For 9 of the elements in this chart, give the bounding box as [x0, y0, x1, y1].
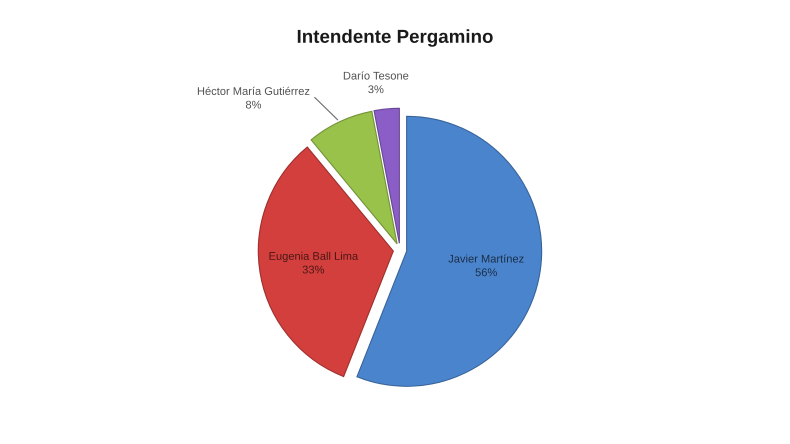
chart-title: Intendente Pergamino	[298, 29, 493, 47]
slice-label: Javier Martínez	[448, 254, 524, 263]
slice-label: Darío Tesone	[344, 71, 408, 80]
slice-label: Héctor María Gutiérrez	[198, 86, 310, 95]
data-label: 3%	[368, 85, 384, 94]
data-label: 8%	[246, 100, 262, 109]
data-label: 56%	[476, 268, 497, 276]
slice-label: Eugenia Ball Lima	[269, 252, 358, 262]
data-label: 33%	[302, 266, 324, 274]
